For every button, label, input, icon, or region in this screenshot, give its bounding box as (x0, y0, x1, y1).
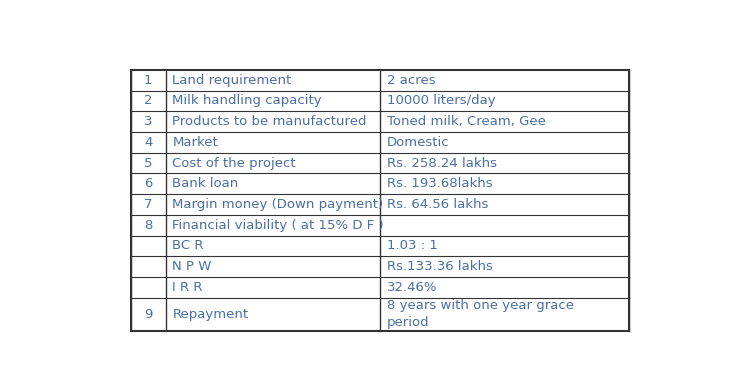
Text: Rs. 258.24 lakhs: Rs. 258.24 lakhs (387, 157, 496, 169)
Text: 6: 6 (144, 177, 153, 190)
Text: 2 acres: 2 acres (387, 74, 435, 87)
Text: 1.03 : 1: 1.03 : 1 (387, 239, 437, 253)
Text: Repayment: Repayment (172, 308, 249, 321)
Text: 10000 liters/day: 10000 liters/day (387, 94, 495, 107)
Text: Rs. 193.68lakhs: Rs. 193.68lakhs (387, 177, 492, 190)
Text: Products to be manufactured: Products to be manufactured (172, 115, 367, 128)
Text: 7: 7 (144, 198, 153, 211)
Text: Cost of the project: Cost of the project (172, 157, 296, 169)
Text: 9: 9 (144, 308, 153, 321)
Text: 5: 5 (144, 157, 153, 169)
Text: 2: 2 (144, 94, 153, 107)
Text: Rs. 64.56 lakhs: Rs. 64.56 lakhs (387, 198, 488, 211)
Text: 4: 4 (144, 136, 153, 149)
Text: Bank loan: Bank loan (172, 177, 239, 190)
Text: 32.46%: 32.46% (387, 281, 437, 294)
Text: Land requirement: Land requirement (172, 74, 292, 87)
Text: Margin money (Down payment): Margin money (Down payment) (172, 198, 384, 211)
Text: I R R: I R R (172, 281, 203, 294)
Text: 3: 3 (144, 115, 153, 128)
Text: 1: 1 (144, 74, 153, 87)
Text: BC R: BC R (172, 239, 204, 253)
Text: Domestic: Domestic (387, 136, 449, 149)
Text: Toned milk, Cream, Gee: Toned milk, Cream, Gee (387, 115, 545, 128)
Text: Market: Market (172, 136, 218, 149)
Text: Rs.133.36 lakhs: Rs.133.36 lakhs (387, 260, 493, 273)
Text: 8 years with one year grace
period: 8 years with one year grace period (387, 299, 574, 329)
Text: 8: 8 (144, 219, 153, 232)
Text: Financial viability ( at 15% D F ): Financial viability ( at 15% D F ) (172, 219, 384, 232)
Text: N P W: N P W (172, 260, 212, 273)
Text: Milk handling capacity: Milk handling capacity (172, 94, 322, 107)
